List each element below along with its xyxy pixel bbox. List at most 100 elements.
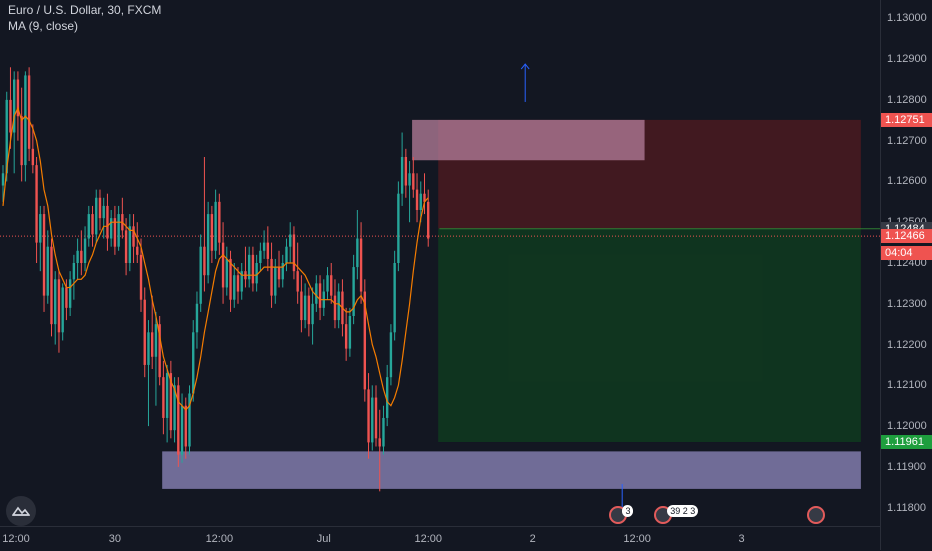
candle-body [1, 173, 5, 186]
candle-body [333, 295, 337, 321]
candle [24, 71, 27, 182]
candle [240, 263, 243, 300]
candle [393, 250, 396, 341]
candle [330, 263, 333, 304]
candle-body [359, 238, 363, 292]
candle-body [415, 189, 419, 210]
candle-body [195, 303, 199, 333]
candle [20, 87, 23, 182]
candle-body [124, 230, 128, 263]
candle-body [80, 250, 83, 263]
candle [259, 242, 262, 272]
candle [12, 71, 16, 174]
candle-body [95, 197, 98, 235]
candle [296, 242, 299, 304]
candle-body [98, 197, 102, 219]
time-tick: 12:00 [2, 533, 30, 545]
candle [412, 156, 415, 198]
candle [303, 283, 307, 329]
candle [121, 197, 124, 239]
candle-body [221, 242, 225, 288]
candle [367, 373, 370, 459]
candle-body [83, 238, 87, 263]
symbol-legend[interactable]: Euro / U.S. Dollar, 30, FXCM [8, 3, 162, 17]
candle [281, 254, 284, 288]
price-tick: 1.12600 [887, 175, 927, 188]
price-tag: 1.11961 [881, 435, 932, 449]
candle-body [400, 156, 404, 194]
candle-body [151, 332, 154, 357]
candle [326, 267, 329, 300]
supply-zone[interactable] [412, 119, 645, 161]
candle [42, 205, 46, 312]
candle [247, 246, 251, 288]
candle [109, 209, 113, 247]
candle-body [210, 214, 214, 251]
price-axis[interactable]: 1.130001.129001.128001.127001.126001.125… [880, 0, 932, 550]
candle [35, 156, 38, 263]
candle [147, 320, 150, 427]
candle-body [5, 99, 8, 174]
candle-body [378, 438, 381, 447]
candle [169, 360, 173, 439]
candle [236, 267, 240, 304]
tradingview-logo-icon[interactable] [6, 496, 36, 526]
indicator-legend[interactable]: MA (9, close) [8, 19, 79, 33]
candle [344, 307, 348, 361]
chart-area[interactable]: Euro / U.S. Dollar, 30, FXCM MA (9, clos… [0, 0, 880, 526]
zones-layer [162, 119, 880, 489]
candle-body [423, 193, 426, 202]
candle [46, 230, 49, 304]
candle [16, 71, 20, 141]
time-axis[interactable]: 12:00 30 12:00 Jul 12:00 2 12:00 3 [0, 526, 880, 551]
arrow-head [520, 63, 530, 70]
candle [337, 283, 340, 329]
candle-body [247, 254, 251, 280]
candle-body [225, 258, 228, 288]
candle-body [408, 173, 411, 186]
candle [404, 148, 408, 198]
candle-body [240, 271, 243, 292]
candle [87, 205, 90, 247]
candle [195, 291, 199, 349]
candle [139, 238, 143, 312]
candle [192, 320, 195, 402]
candle-body [87, 214, 90, 239]
candle [385, 364, 389, 427]
candle-body [61, 287, 64, 333]
candle-body [352, 267, 355, 317]
price-tick: 1.12900 [887, 53, 927, 66]
candle-body [348, 316, 352, 349]
candle-body [16, 79, 20, 117]
candle-body [184, 405, 187, 447]
candle-body [203, 246, 206, 276]
target-zone[interactable] [438, 228, 861, 443]
candle [158, 316, 161, 386]
price-tick: 1.13000 [887, 12, 927, 25]
candle [83, 226, 87, 272]
candle [270, 242, 273, 308]
candle [188, 385, 191, 455]
candle [292, 226, 296, 280]
price-chart[interactable] [0, 0, 880, 526]
candle-body [192, 332, 195, 394]
demand-zone[interactable] [162, 451, 861, 489]
candle-body [35, 165, 38, 243]
candle [57, 271, 61, 353]
candle [98, 189, 102, 231]
candle [206, 201, 210, 284]
candle-body [270, 258, 273, 296]
candle [378, 409, 381, 492]
candle-body [363, 291, 367, 390]
candle-body [46, 246, 49, 296]
candle [9, 67, 12, 149]
price-tick: 1.11900 [887, 460, 926, 473]
price-tick: 1.12200 [887, 338, 927, 351]
price-tag: 1.12751 [881, 112, 932, 127]
price-tick: 1.12100 [887, 379, 927, 392]
candle [165, 364, 169, 443]
candle-body [303, 295, 307, 321]
economic-event-flag-icon[interactable] [807, 506, 826, 524]
candle-body [385, 377, 389, 418]
candle [91, 205, 94, 247]
